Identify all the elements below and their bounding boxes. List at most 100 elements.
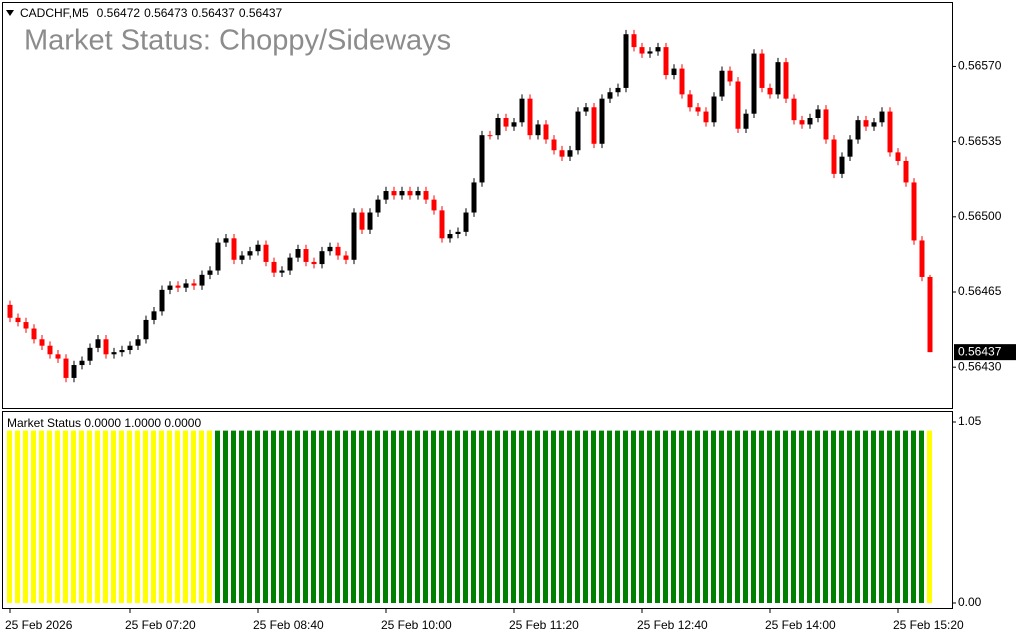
candle-body bbox=[415, 191, 421, 196]
status-bar bbox=[79, 430, 84, 603]
y2-tick-label: 1.05 bbox=[958, 414, 982, 428]
candle-body bbox=[615, 87, 621, 93]
indicator-pane bbox=[2, 411, 953, 609]
candle-body bbox=[815, 109, 821, 118]
candle-body bbox=[351, 212, 357, 260]
status-bar bbox=[639, 430, 644, 603]
status-bar bbox=[719, 430, 724, 603]
candle-body bbox=[223, 238, 229, 243]
candle-body bbox=[863, 120, 869, 127]
candle-body bbox=[151, 311, 157, 320]
status-bar bbox=[247, 430, 252, 603]
main-pane bbox=[2, 2, 953, 409]
candle-body bbox=[159, 289, 165, 312]
candle-body bbox=[23, 322, 29, 329]
status-bar bbox=[703, 430, 708, 603]
candle-body bbox=[367, 212, 373, 230]
candle-body bbox=[247, 251, 253, 256]
candle-body bbox=[255, 244, 261, 252]
price-marker-label: 0.56437 bbox=[958, 344, 1002, 358]
status-bar bbox=[439, 430, 444, 603]
candle-body bbox=[671, 68, 677, 76]
candle-body bbox=[903, 160, 909, 183]
menu-triangle[interactable] bbox=[6, 10, 14, 16]
candle-body bbox=[279, 270, 285, 273]
candle-body bbox=[567, 150, 573, 157]
status-bar bbox=[615, 430, 620, 603]
candle-body bbox=[375, 199, 381, 213]
status-bar bbox=[39, 430, 44, 603]
status-bar bbox=[695, 430, 700, 603]
x-tick-label: 25 Feb 11:20 bbox=[509, 618, 579, 632]
status-bar bbox=[191, 430, 196, 603]
candle-body bbox=[687, 94, 693, 108]
candle-body bbox=[919, 240, 925, 277]
status-bar bbox=[495, 430, 500, 603]
status-bar bbox=[335, 430, 340, 603]
candle-body bbox=[607, 92, 613, 99]
status-bar bbox=[271, 430, 276, 603]
status-bar bbox=[71, 430, 76, 603]
candle-body bbox=[719, 70, 725, 97]
status-bar bbox=[7, 430, 12, 603]
status-bar bbox=[855, 430, 860, 603]
status-bar bbox=[743, 430, 748, 603]
candle-body bbox=[519, 98, 525, 123]
candle-body bbox=[71, 365, 77, 378]
candle-body bbox=[799, 120, 805, 125]
status-bar bbox=[751, 430, 756, 603]
status-bar bbox=[255, 430, 260, 603]
candle-body bbox=[895, 152, 901, 161]
candle-body bbox=[639, 47, 645, 54]
status-bar bbox=[895, 430, 900, 603]
status-bar bbox=[783, 430, 788, 603]
candle-body bbox=[879, 111, 885, 123]
candle-body bbox=[231, 238, 237, 260]
status-bar bbox=[151, 430, 156, 603]
status-bar bbox=[447, 430, 452, 603]
status-bar bbox=[903, 430, 908, 603]
candle-body bbox=[743, 113, 749, 129]
candle-body bbox=[295, 249, 301, 258]
status-bar bbox=[215, 430, 220, 603]
status-bar bbox=[239, 430, 244, 603]
status-bar bbox=[119, 430, 124, 603]
status-bar bbox=[327, 430, 332, 603]
candle-body bbox=[751, 53, 757, 114]
candle-body bbox=[191, 283, 197, 286]
candle-body bbox=[463, 212, 469, 232]
low-value: 0.56437 bbox=[191, 6, 235, 20]
status-bar bbox=[343, 430, 348, 603]
candle-body bbox=[335, 246, 341, 256]
x-tick-label: 25 Feb 15:20 bbox=[893, 618, 964, 632]
status-bar bbox=[95, 430, 100, 603]
candle-body bbox=[343, 255, 349, 260]
candle-body bbox=[783, 62, 789, 99]
status-bar bbox=[351, 430, 356, 603]
status-bar bbox=[655, 430, 660, 603]
status-bar bbox=[143, 430, 148, 603]
x-tick-label: 25 Feb 07:20 bbox=[125, 618, 196, 632]
candle-body bbox=[471, 182, 477, 213]
candle-body bbox=[407, 191, 413, 196]
candle-body bbox=[591, 107, 597, 144]
candle-body bbox=[287, 257, 293, 271]
candle-body bbox=[39, 339, 45, 346]
status-bar bbox=[607, 430, 612, 603]
candle-body bbox=[759, 53, 765, 88]
status-bar bbox=[807, 430, 812, 603]
status-bar bbox=[871, 430, 876, 603]
candle-body bbox=[655, 47, 661, 52]
candle-body bbox=[263, 244, 269, 262]
candle-body bbox=[55, 354, 61, 359]
x-tick-label: 25 Feb 14:00 bbox=[765, 618, 836, 632]
status-bar bbox=[511, 430, 516, 603]
candle-body bbox=[663, 47, 669, 76]
candle-body bbox=[7, 304, 13, 318]
candle-body bbox=[623, 34, 629, 88]
candle-body bbox=[911, 182, 917, 241]
x-tick-label: 25 Feb 10:00 bbox=[381, 618, 452, 632]
status-bar bbox=[551, 430, 556, 603]
status-bar bbox=[471, 430, 476, 603]
candle-body bbox=[167, 285, 173, 290]
